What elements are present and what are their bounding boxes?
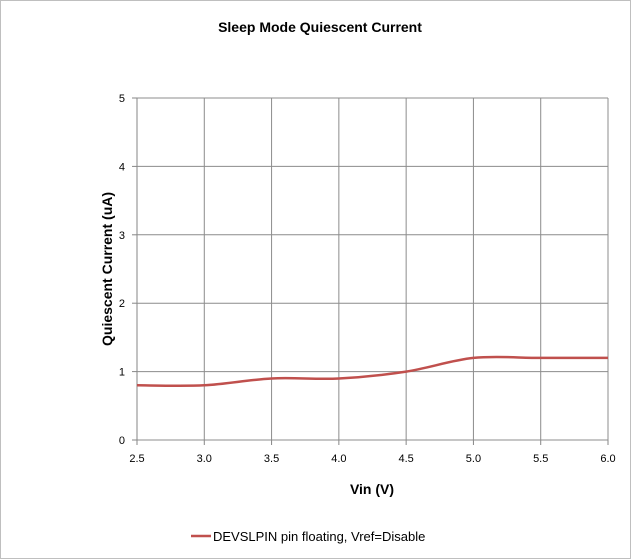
y-tick-label: 2	[119, 298, 125, 310]
x-tick-label: 4.5	[398, 453, 413, 465]
chart-title: Sleep Mode Quiescent Current	[218, 19, 422, 35]
series-line	[136, 355, 608, 388]
x-tick-label: 5.5	[533, 453, 548, 465]
y-tick-label: 3	[119, 230, 125, 242]
x-tick-label: 5.0	[466, 453, 481, 465]
y-tick-label: 4	[119, 161, 125, 173]
y-tick-labels: 0 1 2 3 4 5	[119, 93, 125, 447]
x-tick-label: 2.5	[129, 453, 144, 465]
x-tick-label: 4.0	[331, 453, 346, 465]
y-tick-label: 5	[119, 93, 125, 105]
x-tick-label: 3.5	[264, 453, 279, 465]
y-tick-label: 0	[119, 435, 125, 447]
y-tick-label: 1	[119, 367, 125, 379]
x-tick-label: 6.0	[600, 453, 615, 465]
x-tick-labels: 2.5 3.0 3.5 4.0 4.5 5.0 5.5 6.0	[129, 453, 615, 465]
y-axis-label: Quiescent Current (uA)	[99, 192, 115, 346]
x-tick-label: 3.0	[197, 453, 212, 465]
legend-label: DEVSLPIN pin floating, Vref=Disable	[213, 529, 425, 544]
grid	[132, 97, 609, 445]
legend: DEVSLPIN pin floating, Vref=Disable	[191, 529, 425, 544]
x-axis-label: Vin (V)	[350, 481, 394, 497]
